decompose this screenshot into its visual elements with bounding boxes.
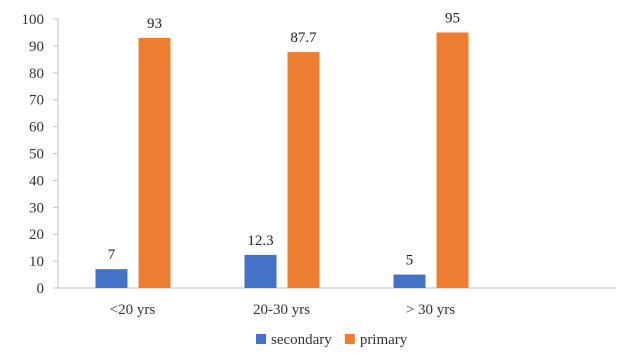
y-tick-label: 10 <box>29 254 44 270</box>
data-label-secondary: 7 <box>108 247 116 263</box>
y-tick-label: 50 <box>29 147 44 163</box>
y-tick-label: 30 <box>29 200 44 216</box>
y-tick-label: 100 <box>22 12 45 28</box>
y-tick-label: 60 <box>29 120 44 136</box>
y-tick-label: 90 <box>29 39 44 55</box>
data-label-primary: 95 <box>445 10 460 26</box>
bar-secondary <box>95 269 128 288</box>
legend-swatch-primary <box>344 334 355 344</box>
data-label-primary: 93 <box>147 16 162 32</box>
y-tick-label: 40 <box>29 173 44 189</box>
y-axis: 0 10 20 30 40 50 60 70 80 90 100 <box>22 12 59 297</box>
legend-label-secondary: secondary <box>271 332 332 348</box>
legend-label-primary: primary <box>360 332 408 348</box>
data-labels: 7 12.3 5 93 87.7 95 <box>108 10 460 268</box>
bar-primary <box>287 52 320 288</box>
data-label-secondary: 5 <box>406 253 414 269</box>
x-category-label: 20-30 yrs <box>253 302 310 318</box>
y-tick-label: 20 <box>29 227 44 243</box>
y-tick-label: 80 <box>29 66 44 82</box>
x-category-label: > 30 yrs <box>406 302 455 318</box>
legend: secondary primary <box>256 332 408 348</box>
bar-primary <box>436 32 469 289</box>
bar-primary <box>138 37 171 288</box>
data-label-primary: 87.7 <box>290 30 317 46</box>
x-category-label: <20 yrs <box>110 302 156 318</box>
legend-swatch-secondary <box>256 334 266 344</box>
bar-secondary <box>393 274 426 288</box>
data-label-secondary: 12.3 <box>247 233 273 249</box>
y-tick-label: 0 <box>37 281 45 297</box>
bar-secondary <box>244 254 277 288</box>
x-axis: <20 yrs 20-30 yrs > 30 yrs <box>58 287 616 318</box>
y-tick-label: 70 <box>29 93 44 109</box>
bars <box>95 32 469 289</box>
